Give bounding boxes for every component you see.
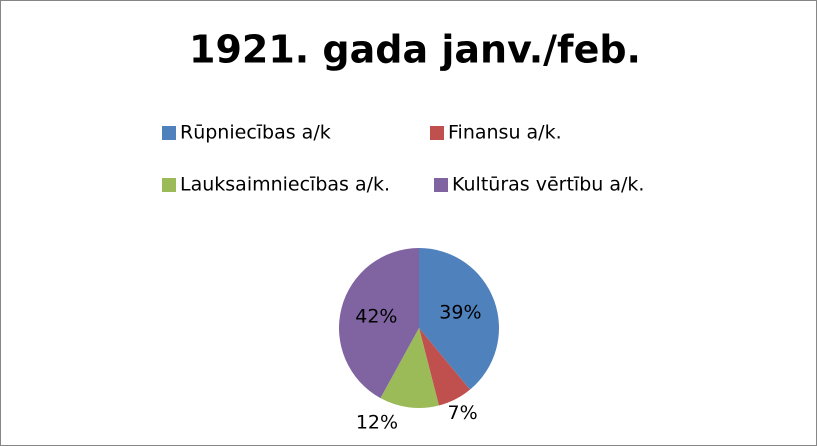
legend-swatch [162,178,176,192]
legend-label: Finansu a/k. [448,122,562,144]
legend-swatch [434,178,448,192]
data-label: 12% [356,412,398,434]
legend-swatch [162,126,176,140]
chart-title: 1921. gada janv./feb. [189,28,641,72]
data-label: 39% [439,302,481,324]
pie-slice [339,248,419,399]
legend-label: Kultūras vērtību a/k. [452,174,644,196]
pie-slice [380,328,439,408]
legend-label: Lauksaimniecības a/k. [180,174,390,196]
pie-slice [419,248,500,390]
legend-swatch [430,126,444,140]
legend-label: Rūpniecības a/k [180,122,331,144]
pie-slice [419,328,470,406]
data-label: 7% [448,402,478,424]
data-label: 42% [355,306,397,328]
